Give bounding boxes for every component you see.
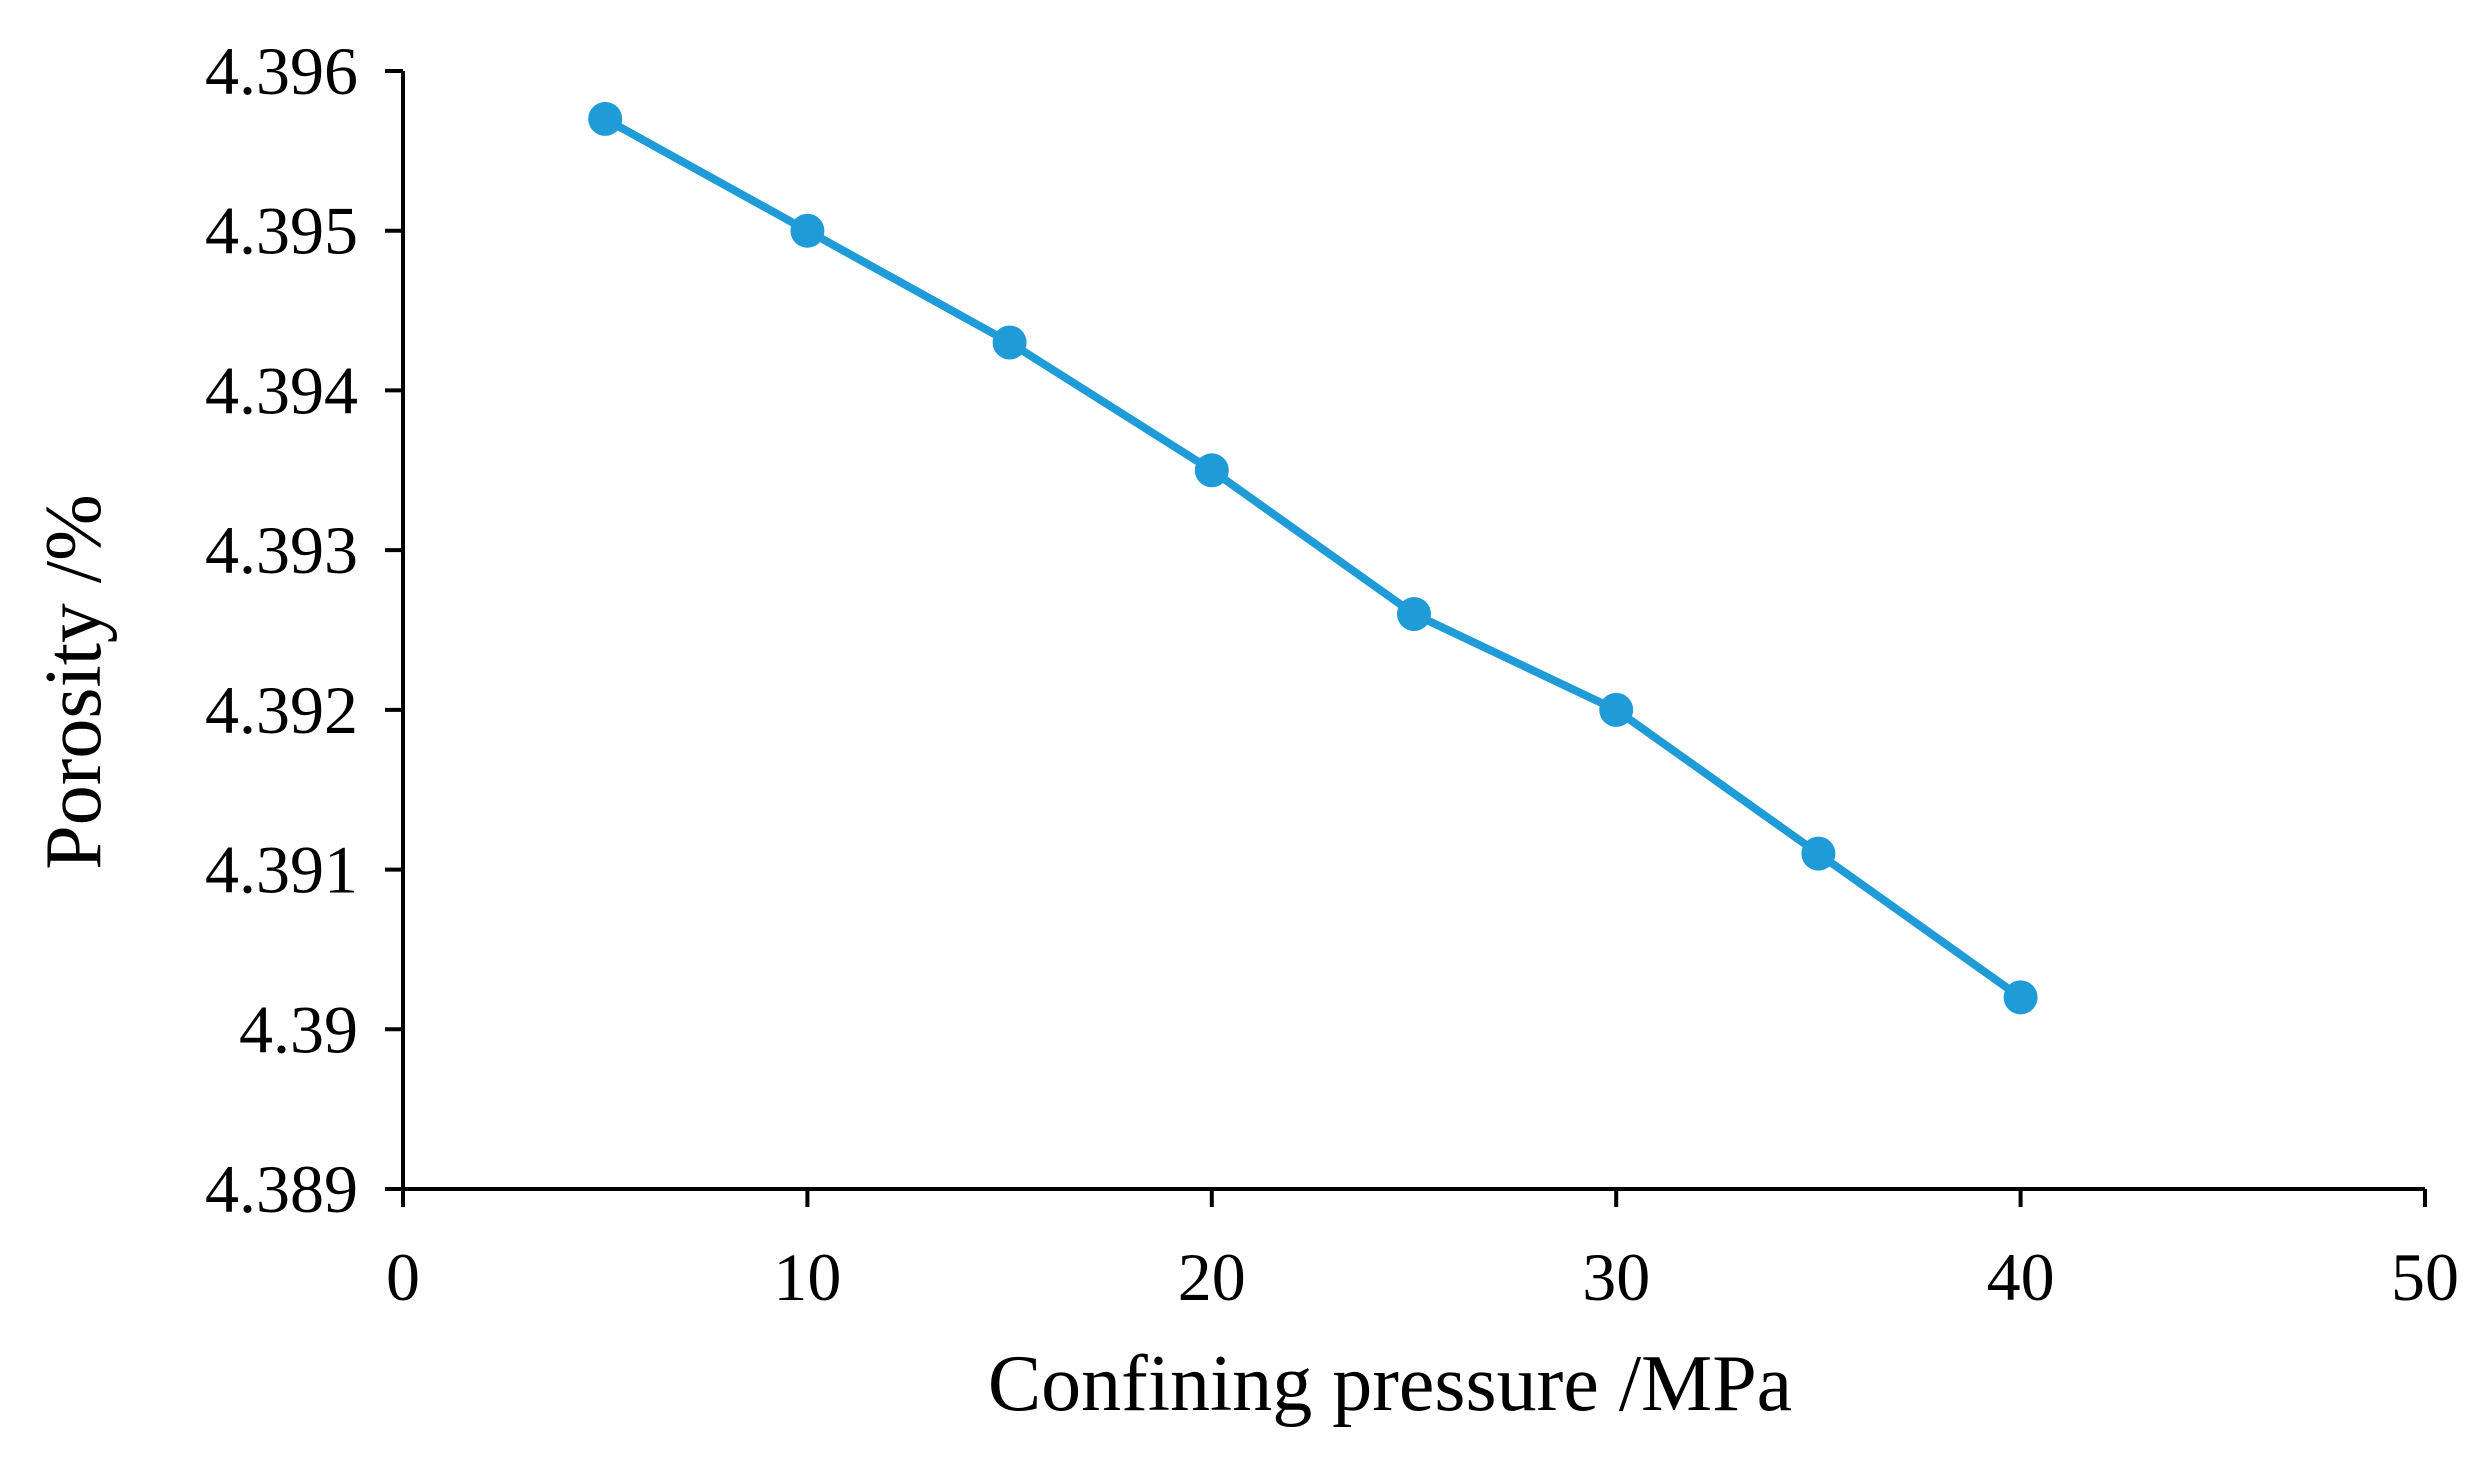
x-tick-label: 0 [386,1239,420,1315]
data-point [2003,980,2038,1015]
y-tick-label: 4.396 [205,33,358,109]
y-tick-label: 4.394 [205,352,358,428]
data-point [1397,597,1431,632]
y-tick-label: 4.391 [205,832,358,908]
y-tick-label: 4.389 [205,1151,358,1227]
axes-layer [401,71,2425,1191]
data-point [588,101,623,136]
y-axis-title: Porosity /% [30,494,118,870]
series-layer [588,101,2038,1015]
data-point [1599,692,1634,727]
x-axis-title: Confining pressure /MPa [988,1340,1792,1428]
y-tick-label: 4.395 [205,193,358,269]
series-line [603,115,2023,1001]
x-tick-label: 30 [1582,1239,1650,1315]
ticks-layer: 4.389 4.39 4.391 4.392 4.393 4.394 4.395 4.396 0… [205,33,2459,1315]
data-point [1194,453,1229,488]
y-tick-label: 4.39 [239,991,358,1067]
x-tick-label: 40 [1987,1239,2055,1315]
data-point [992,325,1027,360]
x-tick-label: 10 [773,1239,841,1315]
x-tick-label: 50 [2391,1239,2459,1315]
x-tick-label: 20 [1178,1239,1246,1315]
y-tick-label: 4.392 [205,672,358,748]
data-point [1801,836,1836,871]
y-tick-label: 4.393 [205,512,358,588]
data-point [790,213,825,248]
